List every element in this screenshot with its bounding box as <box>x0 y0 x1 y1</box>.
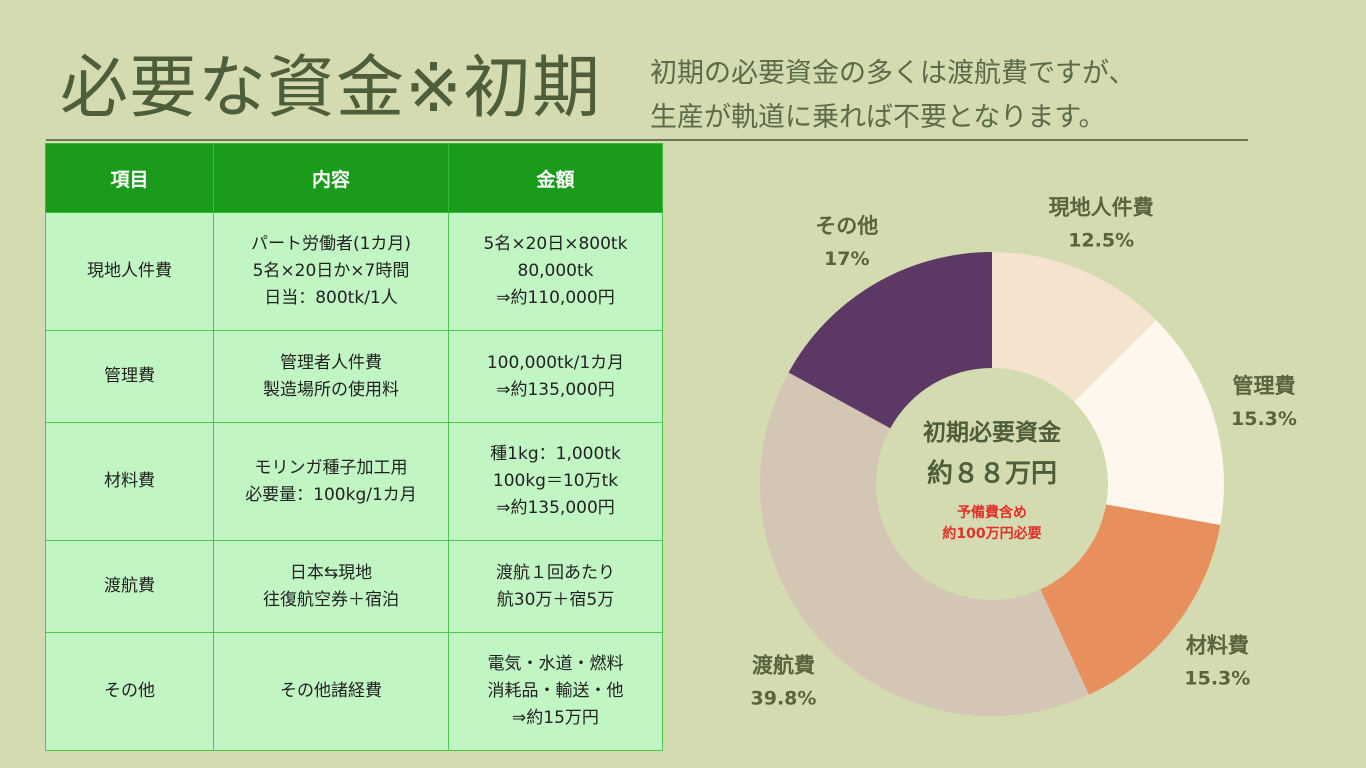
subtitle-line-2: 生産が軌道に乗れば不要となります。 <box>650 102 1106 133</box>
cell-content: 日本⇆現地 往復航空券＋宿泊 <box>213 540 449 633</box>
donut-slice-2 <box>1074 320 1224 526</box>
center-note-line-1: 予備費含め <box>957 504 1027 521</box>
cell-amount: 100,000tk/1カ月 ⇒約135,000円 <box>448 330 663 423</box>
slice-label-value-1: 12.5% <box>1068 230 1134 252</box>
donut-slice-3 <box>1040 504 1221 695</box>
table-row: 管理費 管理者人件費 製造場所の使用料 100,000tk/1カ月 ⇒約135,… <box>45 330 663 423</box>
slice-label-value-4: 39.8% <box>751 687 817 709</box>
header-item: 項目 <box>45 143 214 213</box>
cell-item: 材料費 <box>45 422 214 541</box>
cell-content: 管理者人件費 製造場所の使用料 <box>213 330 449 423</box>
center-title: 初期必要資金 <box>923 419 1062 446</box>
slice-label-name-3: 材料費 <box>1186 633 1249 657</box>
slice-label-value-3: 15.3% <box>1184 667 1250 689</box>
table-row: その他 その他諸経費 電気・水道・燃料 消耗品・輸送・他 ⇒約15万円 <box>45 632 663 751</box>
title-divider <box>46 139 1248 141</box>
cell-content: その他諸経費 <box>213 632 449 751</box>
slice-label-value-5: 17% <box>824 248 869 270</box>
slice-label-name-1: 現地人件費 <box>1049 196 1154 220</box>
table-row: 現地人件費 パート労働者(1カ月) 5名×20日か×7時間 日当：800tk/1… <box>45 212 663 331</box>
cell-item: 現地人件費 <box>45 212 214 331</box>
page-subtitle: 初期の必要資金の多くは渡航費ですが、 生産が軌道に乗れば不要となります。 <box>650 52 1135 140</box>
cell-item: その他 <box>45 632 214 751</box>
subtitle-line-1: 初期の必要資金の多くは渡航費ですが、 <box>650 58 1136 89</box>
header-amount: 金額 <box>448 143 663 213</box>
slice-label-name-2: 管理費 <box>1232 374 1295 398</box>
donut-slice-5 <box>788 252 992 429</box>
donut-slice-1 <box>992 252 1157 403</box>
slice-label-value-2: 15.3% <box>1231 408 1297 430</box>
table-header-row: 項目 内容 金額 <box>45 143 663 213</box>
donut-slice-4 <box>760 372 1089 716</box>
cell-amount: 種1kg：1,000tk 100kg＝10万tk ⇒約135,000円 <box>448 422 663 541</box>
table-row: 材料費 モリンガ種子加工用 必要量：100kg/1カ月 種1kg：1,000tk… <box>45 422 663 541</box>
cell-amount: 5名×20日×800tk 80,000tk ⇒約110,000円 <box>448 212 663 331</box>
cost-table: 項目 内容 金額 現地人件費 パート労働者(1カ月) 5名×20日か×7時間 日… <box>45 143 663 751</box>
cell-item: 管理費 <box>45 330 214 423</box>
cell-item: 渡航費 <box>45 540 214 633</box>
cell-amount: 渡航１回あたり 航30万＋宿5万 <box>448 540 663 633</box>
table-row: 渡航費 日本⇆現地 往復航空券＋宿泊 渡航１回あたり 航30万＋宿5万 <box>45 540 663 633</box>
slice-label-name-5: その他 <box>815 214 878 238</box>
center-note-line-2: 約100万円必要 <box>942 525 1041 542</box>
cell-content: モリンガ種子加工用 必要量：100kg/1カ月 <box>213 422 449 541</box>
donut-chart: 現地人件費 12.5% 管理費 15.3% 材料費 15.3% 渡航費 39.8% その他 17%… <box>751 196 1297 716</box>
cell-content: パート労働者(1カ月) 5名×20日か×7時間 日当：800tk/1人 <box>213 212 449 331</box>
center-amount: 約８８万円 <box>927 458 1057 489</box>
page-title: 必要な資金※初期 <box>60 49 601 128</box>
header-content: 内容 <box>213 143 449 213</box>
cell-amount: 電気・水道・燃料 消耗品・輸送・他 ⇒約15万円 <box>448 632 663 751</box>
slice-label-name-4: 渡航費 <box>752 653 815 677</box>
